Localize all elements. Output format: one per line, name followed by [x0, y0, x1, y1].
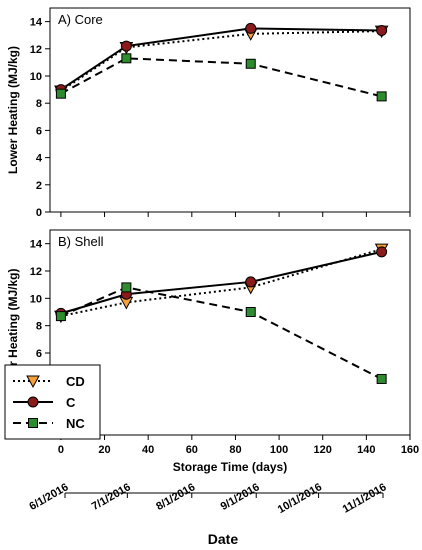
- y-tick-label: 12: [30, 44, 42, 56]
- legend-label-nc: NC: [66, 416, 85, 431]
- y-tick-label: 10: [30, 293, 42, 305]
- x-tick-label: 100: [270, 444, 288, 456]
- panel-core: 0 2 4 6 8 10 12 14 Lower Heating (MJ/kg) A) Core: [6, 7, 411, 219]
- x-tick-label: 140: [357, 444, 375, 456]
- date-tick-label: 10/1/2016: [276, 481, 324, 516]
- legend: CD C NC: [4, 364, 101, 440]
- data-point-nc: [245, 58, 256, 69]
- series-line-c: [60, 250, 382, 315]
- plot-frame: [49, 7, 411, 213]
- series-line-cd: [60, 248, 382, 318]
- y-tick-label: 14: [30, 17, 43, 29]
- y-tick-label: 14: [30, 239, 43, 251]
- x-tick-label: 60: [186, 444, 198, 456]
- series-line-c: [60, 27, 382, 91]
- data-point-nc: [245, 307, 256, 317]
- series-line-cd: [60, 30, 382, 92]
- x-axis-title: Storage Time (days): [173, 460, 287, 474]
- legend-label-cd: CD: [66, 374, 85, 389]
- date-tick-label: 7/1/2016: [90, 481, 133, 513]
- y-tick-label: 8: [36, 98, 42, 110]
- x-tick-label: 20: [98, 444, 110, 456]
- panel-label: A) Core: [58, 12, 103, 27]
- date-axis-title: Date: [208, 531, 239, 547]
- data-point-c: [120, 40, 132, 52]
- data-point-c: [245, 276, 257, 288]
- y-axis-title: Lower Heating (MJ/kg): [6, 46, 20, 174]
- date-tick-label: 6/1/2016: [27, 481, 70, 513]
- legend-marker-cd: [26, 375, 40, 389]
- y-tick-label: 10: [30, 71, 42, 83]
- y-tick-label: 12: [30, 266, 42, 278]
- data-point-nc: [121, 53, 132, 64]
- legend-label-c: C: [66, 395, 76, 410]
- data-point-nc: [376, 373, 387, 384]
- series-line-nc: [60, 286, 383, 380]
- data-point-nc: [376, 91, 387, 102]
- data-point-c: [245, 22, 257, 34]
- date-tick-label: 9/1/2016: [219, 481, 262, 513]
- x-tick-label: 0: [58, 444, 64, 456]
- y-tick-label: 8: [36, 321, 42, 333]
- x-tick-label: 80: [229, 444, 241, 456]
- y-tick-label: 6: [36, 125, 42, 137]
- data-point-nc: [121, 282, 132, 293]
- y-tick-label: 6: [36, 348, 42, 360]
- x-tick-label: 40: [142, 444, 154, 456]
- date-axis: 6/1/2016 7/1/2016 8/1/2016 9/1/2016 10/1/201…: [27, 481, 388, 547]
- y-tick-label: 0: [36, 207, 42, 219]
- legend-marker-nc: [28, 418, 38, 428]
- data-point-c: [376, 246, 388, 258]
- date-tick-label: 8/1/2016: [154, 481, 197, 513]
- data-point-c: [376, 24, 388, 36]
- data-point-nc: [55, 311, 66, 322]
- x-tick-label: 160: [401, 444, 419, 456]
- panel-label: B) Shell: [58, 234, 104, 249]
- y-tick-label: 4: [36, 153, 43, 165]
- legend-marker-c: [27, 396, 39, 408]
- data-point-nc: [55, 88, 66, 99]
- plot-frame: [49, 229, 411, 436]
- x-tick-label: 120: [314, 444, 332, 456]
- series-line-nc: [60, 57, 382, 98]
- date-tick-label: 11/1/2016: [341, 481, 389, 516]
- y-tick-label: 2: [36, 180, 42, 192]
